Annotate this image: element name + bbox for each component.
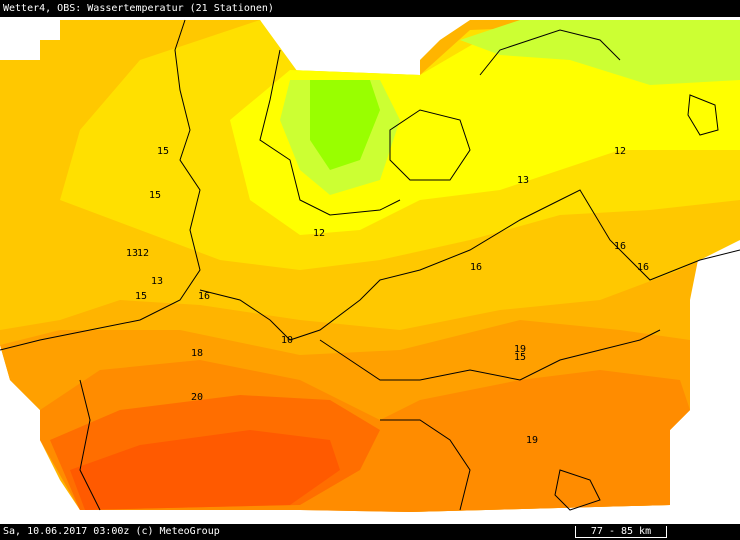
station-label: 10 <box>281 335 293 346</box>
footer-bar: Sa, 10.06.2017 03:00z (c) MeteoGroup 77 … <box>0 524 740 540</box>
map-title: Wetter4, OBS: Wassertemperatur (21 Stati… <box>3 3 274 14</box>
station-label: 20 <box>191 392 203 403</box>
station-label: 16 <box>470 262 482 273</box>
scale-label: 77 - 85 km <box>590 526 652 537</box>
station-label: 13 <box>151 276 163 287</box>
header-bar: Wetter4, OBS: Wassertemperatur (21 Stati… <box>0 0 740 17</box>
station-label: 15 <box>135 291 147 302</box>
station-label: 12 <box>614 146 626 157</box>
station-label: 16 <box>614 241 626 252</box>
station-label: 13 <box>517 175 529 186</box>
temperature-field <box>0 20 740 512</box>
scale-bar <box>575 526 667 538</box>
station-label: 19 <box>514 344 526 355</box>
timestamp: Sa, 10.06.2017 03:00z (c) MeteoGroup <box>3 526 220 537</box>
station-label: 19 <box>526 435 538 446</box>
station-label: 12 <box>137 248 149 259</box>
station-label: 15 <box>157 146 169 157</box>
station-label: 18 <box>191 348 203 359</box>
station-label: 13 <box>126 248 138 259</box>
station-label: 15 <box>149 190 161 201</box>
station-label: 16 <box>637 262 649 273</box>
station-label: 16 <box>198 291 210 302</box>
coastlines-borders <box>0 19 740 511</box>
station-label: 15 <box>514 352 526 363</box>
station-label: 12 <box>313 228 325 239</box>
